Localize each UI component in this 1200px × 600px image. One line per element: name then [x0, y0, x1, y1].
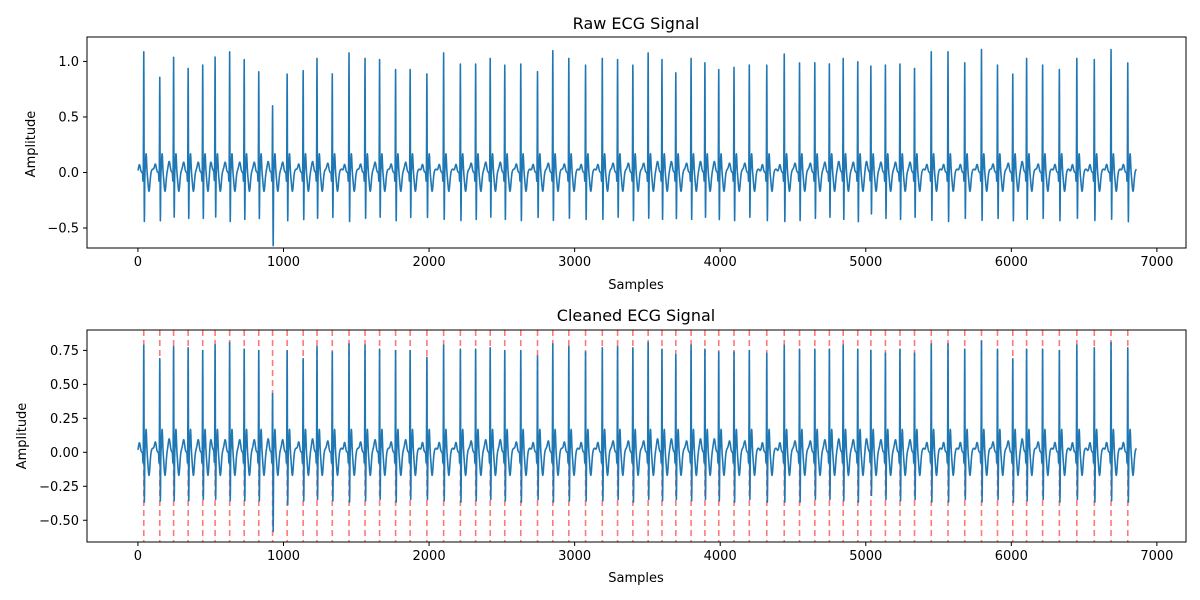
- cleaned-ecg-y-axis-label: Amplitude: [15, 403, 30, 470]
- raw-ecg-x-axis-label: Samples: [608, 278, 664, 293]
- x-tick-label: 6000: [995, 549, 1028, 564]
- cleaned-ecg-x-ticks: 0 1000 2000 3000 4000 5000 6000 7000: [134, 542, 1173, 564]
- ecg-signal-line: [137, 48, 1138, 247]
- x-tick-label: 5000: [849, 255, 882, 270]
- x-tick-label: 4000: [704, 255, 737, 270]
- x-tick-label: 6000: [995, 255, 1028, 270]
- raw-ecg-axes-frame: [86, 36, 1187, 249]
- cleaned-ecg-y-ticks: −0.50 −0.25 0.00 0.25 0.50 0.75: [39, 344, 87, 529]
- x-tick-label: 2000: [413, 255, 446, 270]
- ecg-signal-line: [137, 340, 1138, 533]
- y-tick-label: 0.0: [58, 166, 79, 181]
- y-tick-label: −0.25: [39, 480, 79, 495]
- cleaned-ecg-axes-frame: [86, 329, 1187, 543]
- y-tick-label: 0.50: [50, 378, 79, 393]
- x-tick-label: 4000: [704, 549, 737, 564]
- y-tick-label: −0.50: [39, 514, 79, 529]
- cleaned-ecg-plot-area: [137, 340, 1138, 533]
- raw-ecg-y-ticks: −0.5 0.0 0.5 1.0: [47, 55, 87, 237]
- x-tick-label: 2000: [413, 549, 446, 564]
- cleaned-ecg-x-axis-label: Samples: [608, 571, 664, 586]
- cleaned-ecg-title: Cleaned ECG Signal: [557, 306, 715, 325]
- y-tick-label: 0.5: [58, 110, 79, 125]
- x-tick-label: 1000: [267, 255, 300, 270]
- cleaned-ecg-panel: Cleaned ECG Signal 0 1000 2000 3000 4000 5000…: [15, 306, 1187, 586]
- x-tick-label: 7000: [1140, 255, 1173, 270]
- y-tick-label: 0.25: [50, 412, 79, 427]
- y-tick-label: −0.5: [47, 222, 79, 237]
- raw-ecg-x-ticks: 0 1000 2000 3000 4000 5000 6000 7000: [134, 248, 1173, 270]
- y-tick-label: 0.75: [50, 344, 79, 359]
- raw-ecg-title: Raw ECG Signal: [573, 14, 700, 33]
- x-tick-label: 0: [134, 255, 142, 270]
- raw-ecg-y-axis-label: Amplitude: [24, 111, 39, 178]
- raw-ecg-plot-area: [137, 48, 1138, 247]
- x-tick-label: 5000: [849, 549, 882, 564]
- x-tick-label: 3000: [558, 549, 591, 564]
- x-tick-label: 3000: [558, 255, 591, 270]
- y-tick-label: 1.0: [58, 55, 79, 70]
- raw-ecg-panel: Raw ECG Signal 0 1000 2000 3000 4000 5000 6000…: [24, 14, 1187, 293]
- x-tick-label: 0: [134, 549, 142, 564]
- y-tick-label: 0.00: [50, 446, 79, 461]
- x-tick-label: 1000: [267, 549, 300, 564]
- x-tick-label: 7000: [1140, 549, 1173, 564]
